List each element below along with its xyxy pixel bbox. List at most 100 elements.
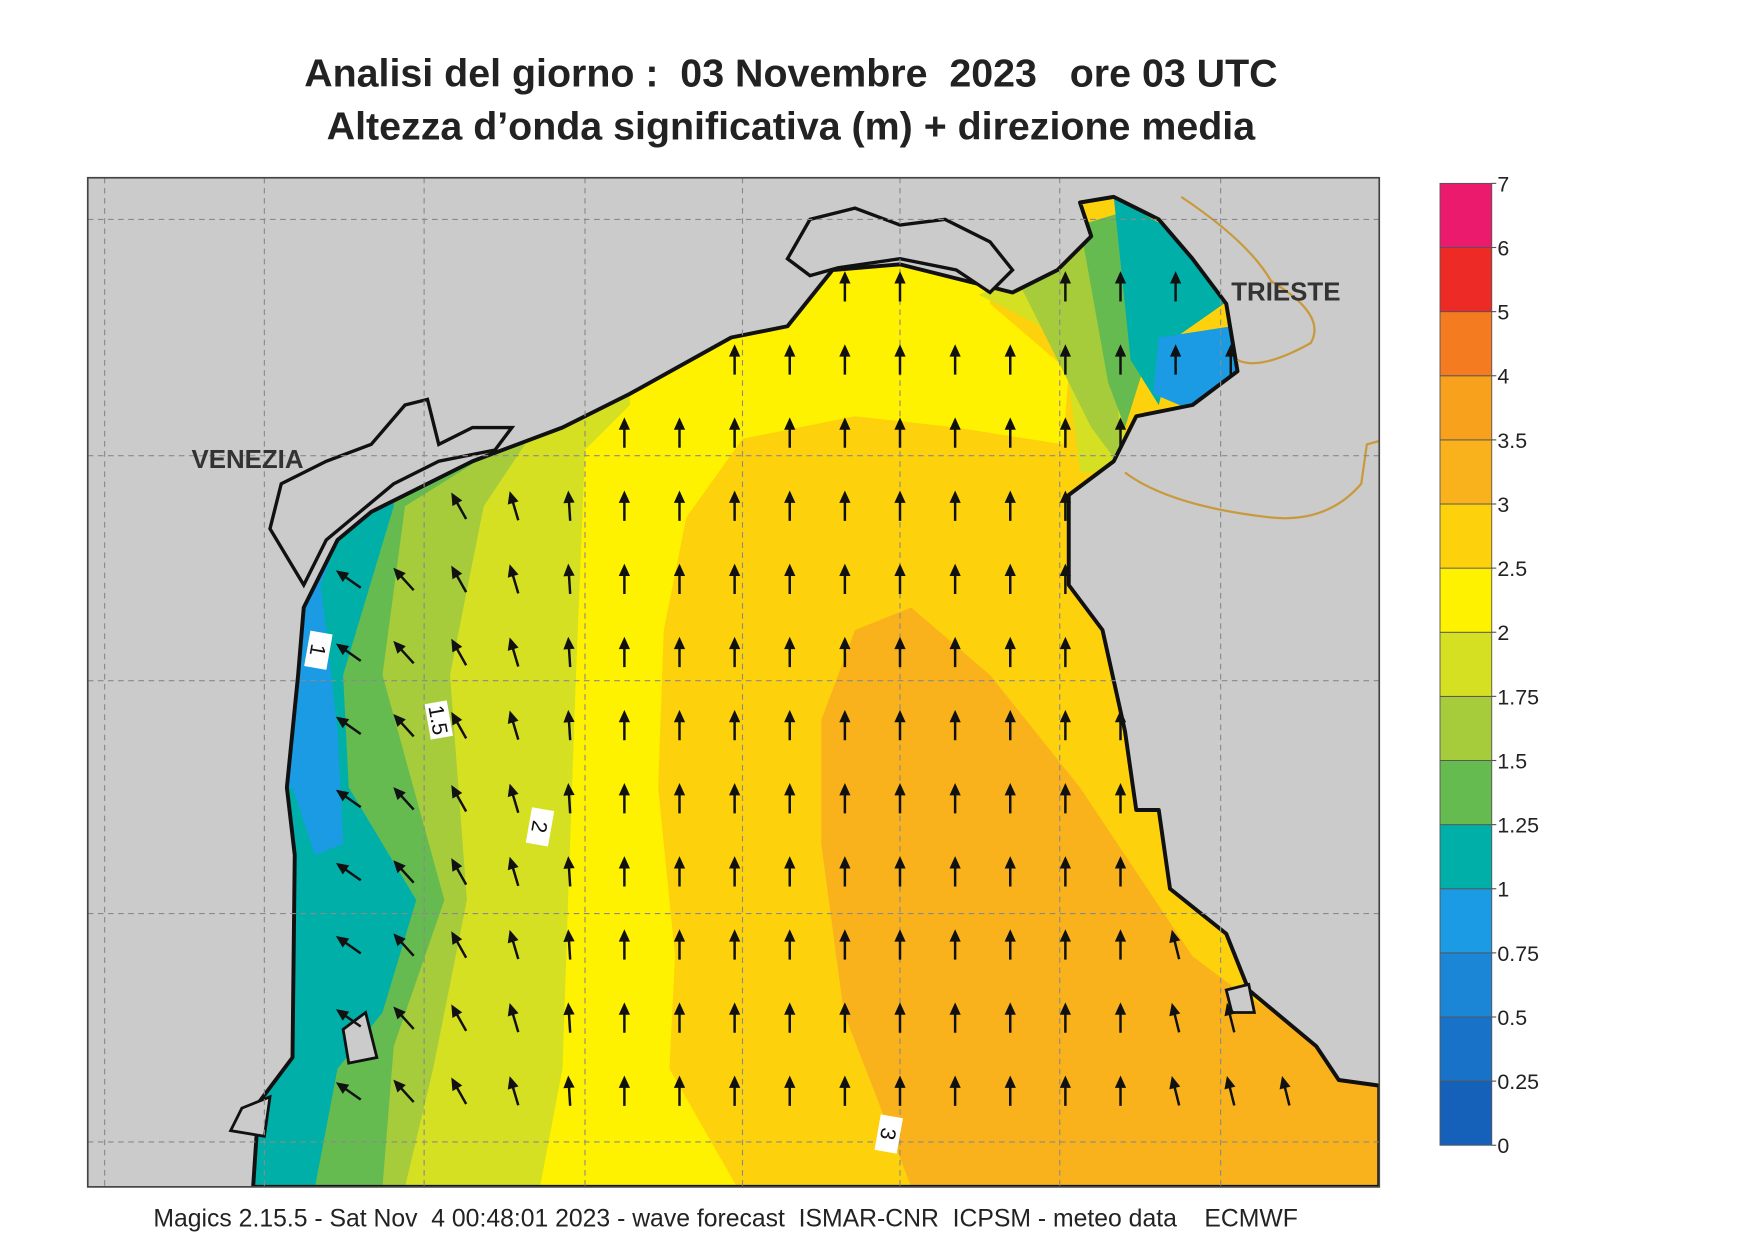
arrow-head	[1059, 417, 1071, 430]
arrow	[894, 417, 906, 448]
arrow-head	[335, 1082, 350, 1094]
arrow-head	[839, 709, 851, 723]
arrow-head	[729, 1002, 741, 1015]
arrow	[451, 638, 468, 666]
arrow-head	[729, 636, 741, 650]
arrow-head	[894, 417, 906, 430]
arrow	[784, 563, 796, 594]
arrow-head	[1114, 856, 1127, 869]
arrow	[784, 929, 796, 960]
arrow	[1224, 1002, 1236, 1033]
arrow	[949, 856, 961, 887]
arrow-head	[894, 709, 906, 723]
arrow-head	[451, 711, 463, 726]
arrow-head	[894, 1075, 906, 1088]
arrow-head	[507, 1003, 519, 1017]
arrow	[949, 929, 961, 960]
arrow-head	[451, 638, 463, 653]
arrow-head	[1059, 490, 1071, 503]
colorbar-tick-label: 1.5	[1497, 749, 1527, 773]
arrow	[673, 636, 686, 668]
arrow-head	[451, 785, 463, 799]
arrow-head	[507, 637, 519, 651]
arrow-head	[1169, 1075, 1181, 1090]
arrow-head	[1224, 1075, 1236, 1090]
arrow	[335, 716, 362, 736]
arrow	[618, 563, 630, 594]
arrow-head	[673, 929, 686, 942]
arrow-head	[335, 643, 350, 656]
arrow-head	[1004, 783, 1016, 796]
arrow	[1004, 709, 1016, 741]
arrow	[563, 856, 575, 887]
arrow-head	[784, 1002, 796, 1015]
arrow	[1114, 1075, 1127, 1106]
footer: Magics 2.15.5 - Sat Nov 4 00:48:01 2023 …	[153, 1205, 1297, 1232]
arrow	[894, 490, 906, 521]
arrow-head	[393, 640, 406, 654]
arrow	[839, 1075, 851, 1106]
arrow	[1004, 636, 1016, 668]
arrow-head	[393, 1079, 406, 1093]
arrow	[1114, 783, 1127, 814]
arrow	[1059, 563, 1071, 594]
arrow	[839, 344, 851, 375]
arrow	[451, 1004, 468, 1032]
arrow	[839, 929, 851, 960]
arrow-head	[451, 858, 463, 872]
arrow-head	[507, 856, 519, 871]
arrow	[729, 929, 741, 960]
arrow-head	[393, 860, 406, 874]
arrow-head	[451, 1077, 463, 1092]
arrow	[949, 490, 961, 521]
colorbar-band	[1439, 567, 1493, 633]
map	[87, 177, 1380, 1187]
arrow-head	[507, 710, 519, 724]
arrow-head	[451, 931, 463, 945]
colorbar-tick-label: 2	[1497, 621, 1509, 645]
arrow-head	[673, 490, 686, 503]
arrow	[784, 636, 796, 668]
arrow	[507, 710, 520, 740]
arrow	[1169, 929, 1181, 960]
arrow-head	[1004, 417, 1016, 430]
arrow	[839, 271, 851, 302]
arrow-head	[1059, 1002, 1071, 1015]
arrow-head	[729, 344, 741, 357]
colorbar-tick-label: 0.75	[1497, 942, 1539, 966]
arrow-head	[839, 417, 851, 430]
arrow	[1170, 344, 1182, 375]
arrow	[729, 417, 741, 448]
arrow-head	[839, 929, 851, 942]
arrow	[1114, 344, 1127, 375]
arrow	[507, 637, 520, 667]
arrow	[1170, 271, 1182, 302]
arrow-head	[1004, 856, 1016, 869]
arrow-head	[1004, 929, 1016, 942]
colorbar-band	[1439, 695, 1493, 761]
colorbar-band	[1439, 1016, 1493, 1082]
arrow	[949, 709, 961, 741]
arrow	[451, 858, 468, 886]
colorbar-tick-label: 0	[1497, 1134, 1509, 1158]
arrow-head	[839, 856, 851, 869]
contour-label-box	[874, 1114, 903, 1154]
contour-label: 2	[525, 807, 555, 847]
arrow	[894, 783, 906, 814]
colorbar-band	[1439, 824, 1493, 890]
arrow-head	[894, 1002, 906, 1015]
contour-label-text: 3	[875, 1126, 901, 1142]
arrow-head	[563, 856, 575, 869]
arrow-head	[673, 1075, 686, 1088]
arrow-head	[949, 563, 961, 576]
contour-label: 3	[874, 1114, 903, 1154]
arrow-head	[451, 1004, 463, 1018]
arrow-head	[784, 783, 796, 796]
arrow-head	[949, 636, 961, 650]
colorbar-band	[1439, 952, 1493, 1018]
arrow	[1059, 271, 1071, 302]
arrow	[894, 344, 906, 375]
arrow	[1059, 709, 1071, 741]
arrow-head	[894, 636, 906, 650]
